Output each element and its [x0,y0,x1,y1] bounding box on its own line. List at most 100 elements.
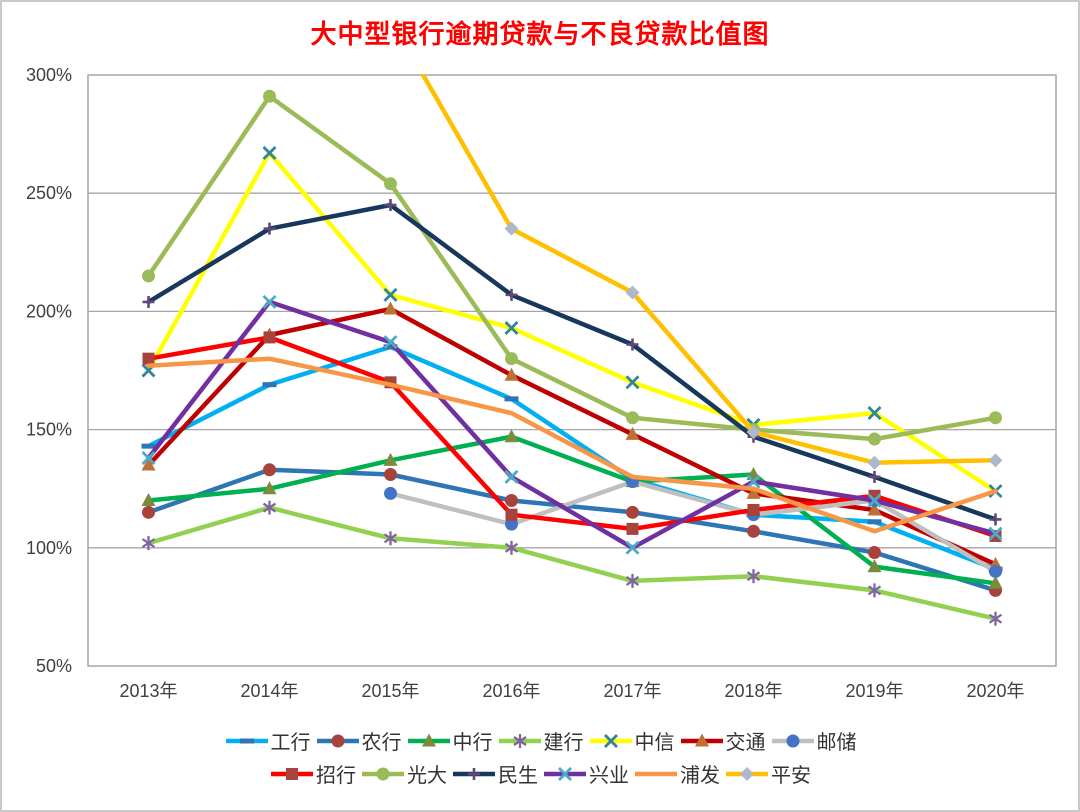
legend-label-建行: 建行 [543,732,584,754]
legend-label-兴业: 兴业 [589,765,629,787]
data-point-marker-triangle [988,575,1003,589]
data-point-marker-x [383,335,398,350]
x-axis-tick-label: 2014年 [240,681,298,701]
data-point-marker-circle [505,517,518,531]
data-point-marker-plus [626,338,639,351]
x-axis-tick-label: 2015年 [361,681,419,701]
data-point-marker-circle [376,767,390,780]
legend-swatch-招行 [271,767,313,780]
legend-swatch-邮储 [771,734,814,747]
legend-swatch-浦发 [635,771,677,776]
series-line-兴业 [146,299,998,551]
y-axis-tick-label: 150% [26,420,72,440]
data-point-marker-x [988,526,1003,541]
data-point-marker-square [142,352,155,365]
data-point-marker-asterisk [262,500,277,515]
y-axis-tick-label: 200% [26,301,72,321]
legend-item-招行: 招行 [269,759,356,788]
data-point-marker-x [262,146,277,161]
data-point-marker-x [504,469,519,484]
data-point-marker-x [262,294,277,309]
data-point-marker-triangle [262,481,277,495]
series-line-平安 [419,74,998,465]
legend-swatch-兴业 [544,766,586,781]
data-point-marker-triangle [504,429,519,443]
legend-swatch-光大 [362,767,404,780]
data-point-marker-circle [989,564,1002,578]
data-point-marker-triangle [141,457,156,471]
data-point-marker-asterisk [746,569,761,584]
data-point-marker-circle [263,89,276,103]
data-point-marker-circle [331,734,344,747]
data-point-marker-diamond [504,221,519,236]
data-point-marker-asterisk [504,540,519,555]
x-axis-tick-label: 2013年 [119,681,177,701]
legend-label-浦发: 浦发 [680,765,720,787]
legend-item-中行: 中行 [406,726,493,755]
data-point-marker-square [286,767,298,780]
data-point-marker-dash [239,738,254,743]
data-point-marker-x [625,540,640,555]
series-line-浦发 [146,356,998,534]
legend-swatch-平安 [726,766,768,781]
data-point-marker-triangle [504,367,519,381]
legend-item-工行: 工行 [224,726,311,755]
data-point-marker-plus [263,222,276,235]
series-建行 [141,500,1003,626]
data-point-marker-x [141,450,156,465]
legend-label-邮储: 邮储 [816,732,857,754]
legend-item-建行: 建行 [497,726,584,755]
data-point-marker-circle [868,546,881,560]
data-point-marker-asterisk [988,611,1003,626]
legend-swatch-建行 [498,733,541,748]
data-point-marker-triangle [625,426,640,440]
data-point-marker-circle [263,463,276,477]
plot-area: 50% 100% 150% 200% 250% 300% 2013年 2014年 2015年 20… [26,65,1057,701]
data-point-marker-triangle [383,301,398,315]
legend-item-中信: 中信 [588,726,675,755]
legend-label-中行: 中行 [452,732,493,754]
data-point-marker-x [383,287,398,302]
legend-label-交通: 交通 [725,732,766,754]
data-point-marker-diamond [740,766,754,781]
data-point-marker-triangle [867,559,882,573]
data-point-marker-circle [626,411,639,425]
data-point-marker-triangle [421,733,436,746]
legend-label-平安: 平安 [771,765,811,787]
legend-label-工行: 工行 [270,732,311,754]
plot-border [87,74,1057,667]
series-平安 [419,74,1003,470]
data-point-marker-plus [142,295,155,308]
chart-legend: 工行 农行 中行 建行 中信 交通 邮储招行 光大 民生 兴业 浦发 平安 [2,726,1078,788]
data-point-marker-triangle [867,502,882,516]
data-point-marker-triangle [383,452,398,466]
legend-item-光大: 光大 [360,759,447,788]
legend-label-招行: 招行 [316,765,356,787]
data-point-marker-dash [504,396,519,402]
chart-title: 大中型银行逾期贷款与不良贷款比值图 [310,19,770,49]
data-point-marker-square [263,331,276,344]
data-point-marker-circle [384,468,397,482]
legend-swatch-交通 [680,733,723,746]
data-point-marker-circle [142,505,155,519]
legend-swatch-农行 [316,734,359,747]
data-point-marker-dash [141,443,156,449]
legend-label-民生: 民生 [498,765,538,787]
data-point-marker-diamond [625,285,640,300]
x-axis-tick-label: 2019年 [845,681,903,701]
legend-label-农行: 农行 [361,732,402,754]
data-point-marker-square [505,508,518,521]
data-point-marker-circle [384,177,397,191]
data-point-marker-plus [384,199,397,212]
data-point-marker-x [867,493,882,508]
series-layer [141,74,1003,626]
data-point-marker-circle [868,432,881,446]
legend-item-交通: 交通 [679,726,766,755]
series-民生 [142,199,1002,526]
data-point-marker-triangle [746,485,761,499]
data-point-marker-circle [989,411,1002,425]
data-point-marker-plus [505,288,518,301]
data-point-marker-triangle [694,733,709,746]
legend-row: 招行 光大 民生 兴业 浦发 平安 [267,759,813,788]
